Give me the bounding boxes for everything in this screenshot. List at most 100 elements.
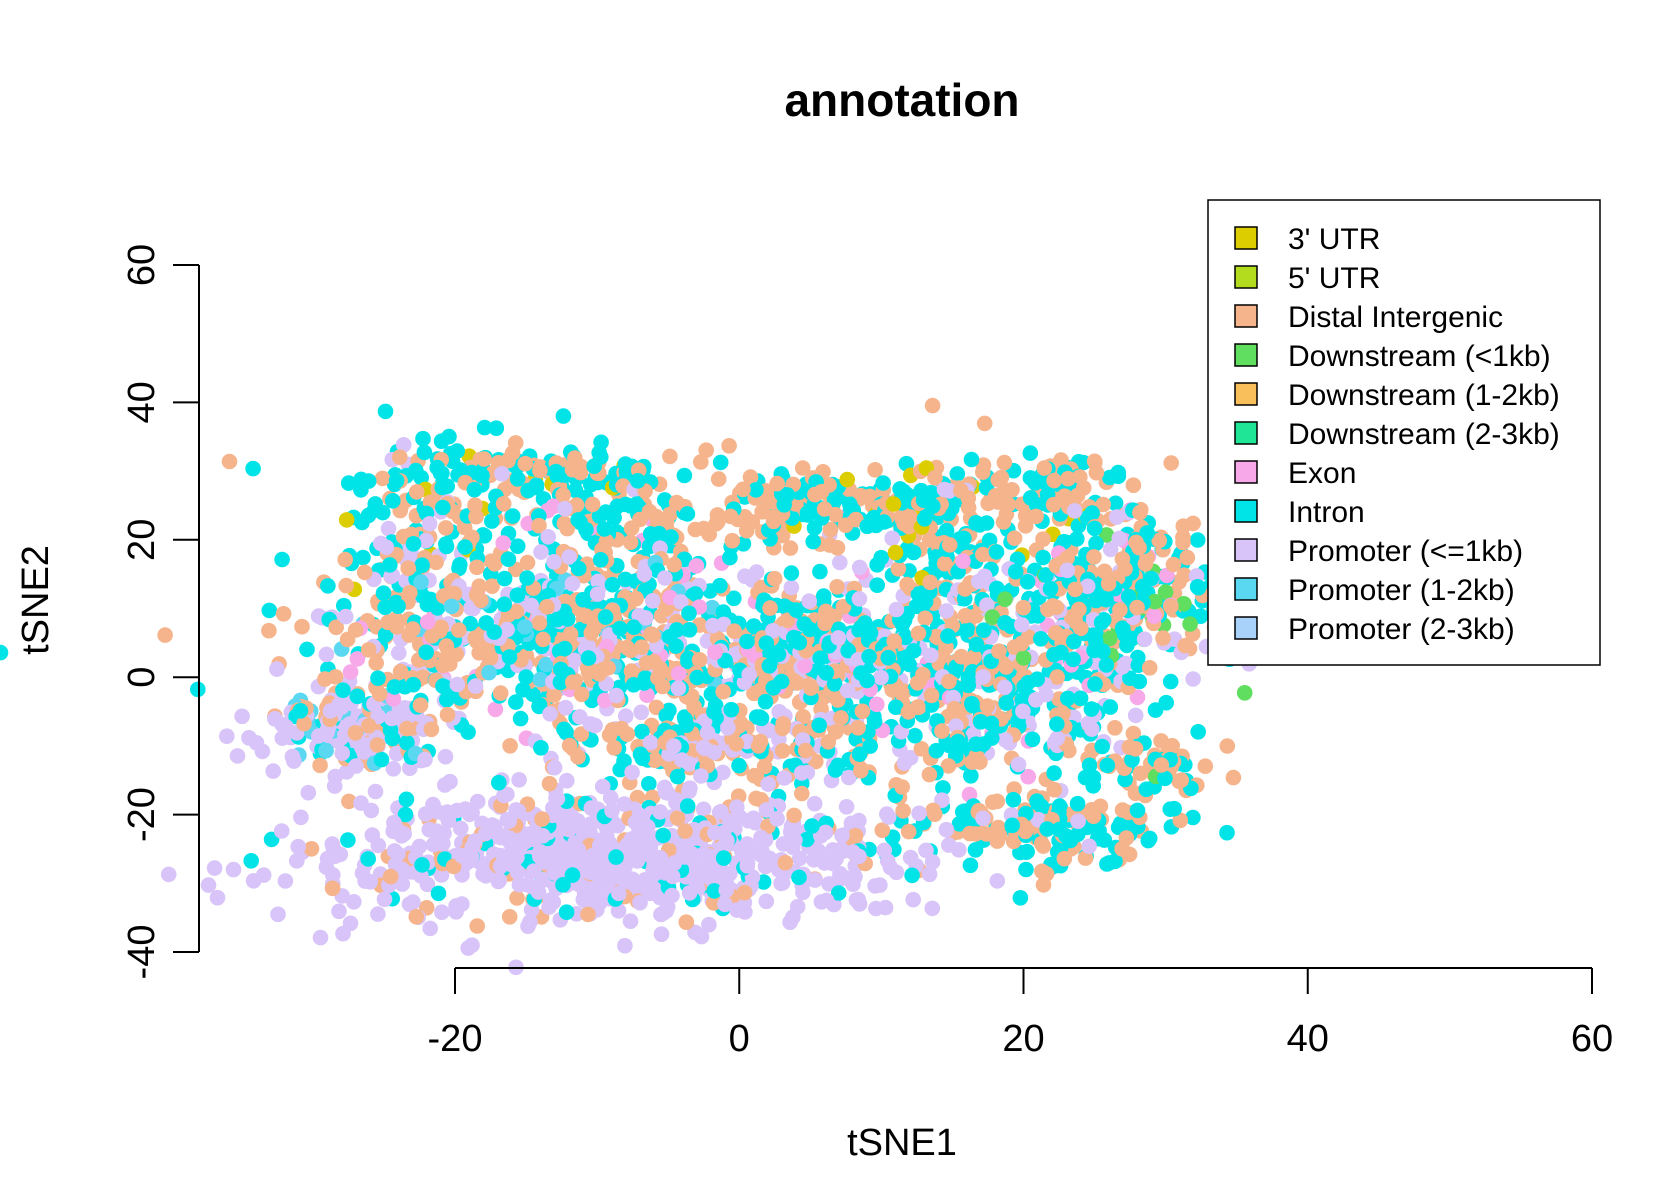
data-point xyxy=(366,502,383,519)
data-point xyxy=(723,701,740,718)
legend-swatch xyxy=(1234,343,1258,367)
data-point xyxy=(339,631,356,648)
data-point xyxy=(1115,621,1131,637)
data-point xyxy=(484,578,500,594)
data-point xyxy=(854,703,871,720)
data-point xyxy=(437,748,454,765)
data-point xyxy=(845,844,861,860)
data-point xyxy=(779,612,796,629)
data-point xyxy=(830,630,847,646)
legend-swatch xyxy=(1234,577,1258,601)
data-point xyxy=(423,721,440,738)
data-point xyxy=(647,752,663,769)
data-point xyxy=(807,872,823,888)
data-point xyxy=(395,437,412,453)
data-point xyxy=(511,876,528,893)
data-point xyxy=(1022,445,1039,461)
legend-label: Promoter (1-2kb) xyxy=(1288,574,1515,607)
data-point xyxy=(328,619,345,636)
data-point xyxy=(609,498,626,515)
data-point xyxy=(645,627,661,644)
data-point xyxy=(813,483,830,500)
data-point xyxy=(799,831,815,848)
data-point xyxy=(484,513,500,529)
data-point xyxy=(655,905,671,921)
data-point xyxy=(953,648,970,665)
data-point xyxy=(1075,454,1092,471)
data-point xyxy=(877,899,894,916)
data-point xyxy=(429,459,446,476)
data-point xyxy=(962,857,979,874)
data-point xyxy=(785,909,801,925)
data-point xyxy=(925,498,941,514)
data-point xyxy=(681,885,698,901)
data-point xyxy=(348,758,364,774)
data-point xyxy=(975,546,991,563)
data-point xyxy=(1035,838,1052,854)
data-point xyxy=(866,713,883,730)
data-point xyxy=(629,789,646,806)
data-point xyxy=(1053,644,1069,661)
data-point xyxy=(1000,496,1017,513)
data-point xyxy=(758,802,775,818)
data-point xyxy=(957,607,974,624)
data-point xyxy=(376,891,393,908)
data-point xyxy=(331,903,347,920)
data-point xyxy=(664,887,680,904)
data-point xyxy=(758,635,775,651)
data-point xyxy=(454,847,470,864)
data-point xyxy=(384,710,400,727)
data-point xyxy=(1022,490,1039,506)
data-point xyxy=(758,893,775,910)
data-point xyxy=(707,644,723,660)
data-point xyxy=(402,584,418,601)
data-point xyxy=(399,734,415,751)
data-point xyxy=(570,841,586,858)
data-point xyxy=(439,478,456,495)
data-point xyxy=(991,827,1008,844)
data-point xyxy=(320,578,336,594)
data-point xyxy=(769,475,785,492)
data-point xyxy=(546,865,563,881)
data-point xyxy=(588,846,605,862)
x-tick-label: 60 xyxy=(1571,1018,1613,1060)
data-point xyxy=(495,853,512,869)
data-point xyxy=(1029,671,1045,687)
data-point xyxy=(1175,534,1191,551)
data-point xyxy=(496,596,513,613)
data-point xyxy=(706,704,722,720)
data-point xyxy=(586,458,602,475)
data-point xyxy=(617,708,634,724)
data-point xyxy=(397,806,414,823)
data-point xyxy=(1019,574,1036,590)
data-point xyxy=(421,516,438,532)
data-point xyxy=(695,846,712,862)
data-point xyxy=(473,592,489,609)
data-point xyxy=(1015,599,1032,616)
data-point xyxy=(869,557,885,573)
data-point xyxy=(653,926,670,942)
data-point xyxy=(1045,496,1062,513)
legend-label: 3' UTR xyxy=(1288,223,1380,256)
data-point xyxy=(332,846,349,863)
data-point xyxy=(905,891,921,908)
data-point xyxy=(564,575,581,592)
data-point xyxy=(1048,599,1065,616)
data-point xyxy=(488,420,505,437)
data-point xyxy=(687,521,704,538)
data-point xyxy=(1028,692,1044,708)
data-point xyxy=(558,904,575,920)
data-point xyxy=(1019,843,1035,860)
data-point xyxy=(575,891,592,908)
data-point xyxy=(869,696,885,713)
legend-label: Intron xyxy=(1288,496,1365,529)
data-point xyxy=(1069,531,1085,547)
data-point xyxy=(812,650,828,666)
data-point xyxy=(848,892,865,908)
data-point xyxy=(467,833,483,849)
data-point xyxy=(817,615,833,632)
data-point xyxy=(1112,602,1128,618)
data-point xyxy=(826,676,843,692)
data-point xyxy=(360,642,377,658)
